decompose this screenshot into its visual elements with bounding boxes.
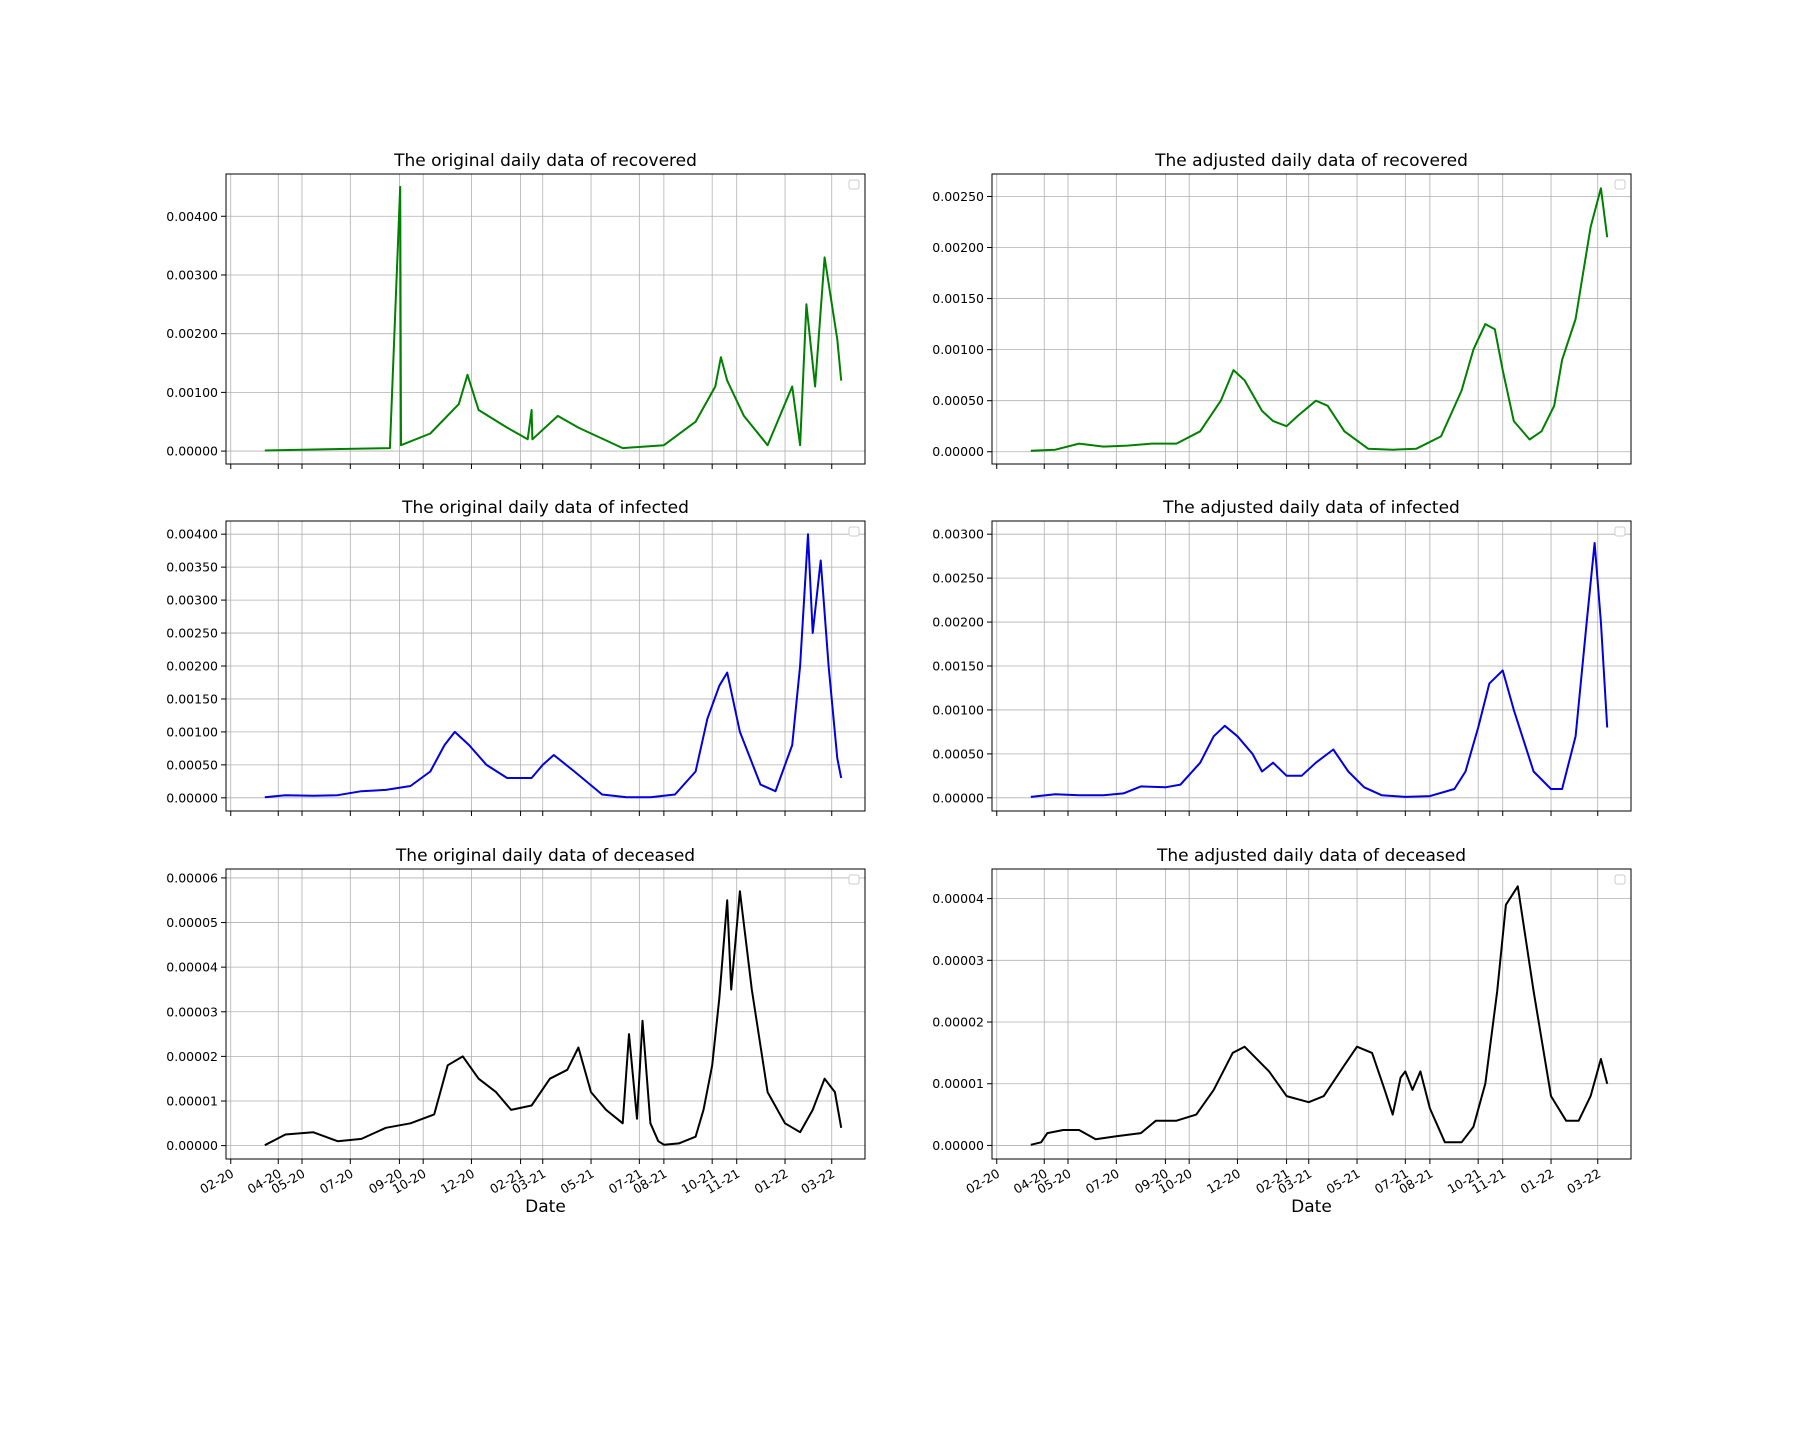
y-tick-label: 0.00100	[166, 724, 218, 739]
y-tick-label: 0.00250	[166, 626, 218, 641]
x-tick-label: 12-20	[438, 1166, 477, 1197]
y-tick-label: 0.00200	[166, 659, 218, 674]
x-tick-label: 12-20	[1204, 1166, 1243, 1197]
chart-title: The original daily data of deceased	[395, 846, 695, 866]
chart-orig-infected: 0.00000 0.00050 0.00100 0.00150 0.00200 0.002…	[166, 498, 866, 816]
y-tick-label: 0.00000	[932, 790, 984, 805]
legend-box	[848, 874, 860, 885]
y-tick-label: 0.00005	[166, 915, 218, 930]
y-tick-label: 0.00050	[932, 393, 984, 408]
legend-box	[1614, 179, 1626, 190]
y-tick-label: 0.00200	[932, 615, 984, 630]
chart-adj-infected: 0.00000 0.00050 0.00100 0.00150 0.00200 0.002…	[932, 498, 1632, 816]
x-axis-label: Date	[1291, 1197, 1332, 1217]
x-tick-label: 02-20	[963, 1166, 1002, 1197]
y-tick-label: 0.00400	[166, 209, 218, 224]
x-tick-label: 07-20	[317, 1166, 356, 1197]
y-tick-label: 0.00200	[932, 240, 984, 255]
y-tick-label: 0.00300	[166, 267, 218, 282]
chart-title: The adjusted daily data of deceased	[1156, 846, 1466, 866]
x-tick-label: 05-21	[1324, 1166, 1363, 1197]
x-tick-label: 01-22	[752, 1166, 791, 1197]
series-line	[1030, 187, 1609, 452]
chart-title: The original daily data of recovered	[393, 151, 697, 171]
chart-title: The adjusted daily data of infected	[1162, 498, 1460, 518]
chart-adj-recovered: 0.00000 0.00050 0.00100 0.00150 0.00200 0.002…	[932, 151, 1632, 469]
axes-frame	[225, 173, 866, 465]
legend-box	[848, 526, 860, 537]
series-line	[264, 533, 843, 799]
y-tick-label: 0.00000	[932, 1138, 984, 1153]
chart-title: The original daily data of infected	[401, 498, 689, 518]
y-tick-label: 0.00400	[166, 527, 218, 542]
y-tick-label: 0.00100	[932, 702, 984, 717]
x-tick-label: 07-20	[1083, 1166, 1122, 1197]
y-tick-label: 0.00000	[932, 444, 984, 459]
y-tick-label: 0.00006	[166, 870, 218, 885]
series-line	[1030, 885, 1609, 1146]
y-tick-label: 0.00001	[932, 1076, 984, 1091]
x-axis-label: Date	[525, 1197, 566, 1217]
legend-box	[1614, 874, 1626, 885]
axes-frame	[991, 520, 1632, 812]
y-tick-label: 0.00350	[166, 560, 218, 575]
x-tick-label: 05-21	[558, 1166, 597, 1197]
y-tick-label: 0.00250	[932, 571, 984, 586]
y-tick-label: 0.00100	[166, 385, 218, 400]
chart-orig-recovered: 0.00000 0.00100 0.00200 0.00300 0.00400 The o…	[166, 151, 866, 469]
axes-frame	[991, 868, 1632, 1160]
y-tick-label: 0.00300	[932, 527, 984, 542]
legend-box	[1614, 526, 1626, 537]
y-tick-label: 0.00150	[932, 291, 984, 306]
y-tick-label: 0.00050	[932, 746, 984, 761]
y-tick-label: 0.00001	[166, 1094, 218, 1109]
y-tick-label: 0.00000	[166, 444, 218, 459]
series-line	[264, 185, 843, 452]
y-tick-label: 0.00000	[166, 790, 218, 805]
y-tick-label: 0.00200	[166, 326, 218, 341]
series-line	[264, 890, 843, 1147]
x-tick-label: 01-22	[1518, 1166, 1557, 1197]
y-tick-label: 0.00002	[932, 1015, 984, 1030]
x-tick-label: 03-22	[798, 1166, 837, 1197]
y-tick-label: 0.00004	[932, 891, 984, 906]
chart-title: The adjusted daily data of recovered	[1154, 151, 1468, 171]
y-tick-label: 0.00050	[166, 757, 218, 772]
y-tick-label: 0.00003	[166, 1004, 218, 1019]
y-tick-label: 0.00150	[932, 659, 984, 674]
x-tick-label: 02-20	[197, 1166, 236, 1197]
y-tick-label: 0.00100	[932, 342, 984, 357]
y-tick-label: 0.00003	[932, 953, 984, 968]
axes-frame	[225, 868, 866, 1160]
y-tick-label: 0.00250	[932, 189, 984, 204]
x-tick-label: 03-22	[1564, 1166, 1603, 1197]
legend-box	[848, 179, 860, 190]
y-tick-label: 0.00000	[166, 1138, 218, 1153]
y-tick-label: 0.00300	[166, 593, 218, 608]
axes-frame	[991, 173, 1632, 465]
y-tick-label: 0.00004	[166, 960, 218, 975]
series-line	[1030, 542, 1609, 798]
y-tick-label: 0.00150	[166, 691, 218, 706]
axes-frame	[225, 520, 866, 812]
y-tick-label: 0.00002	[166, 1049, 218, 1064]
